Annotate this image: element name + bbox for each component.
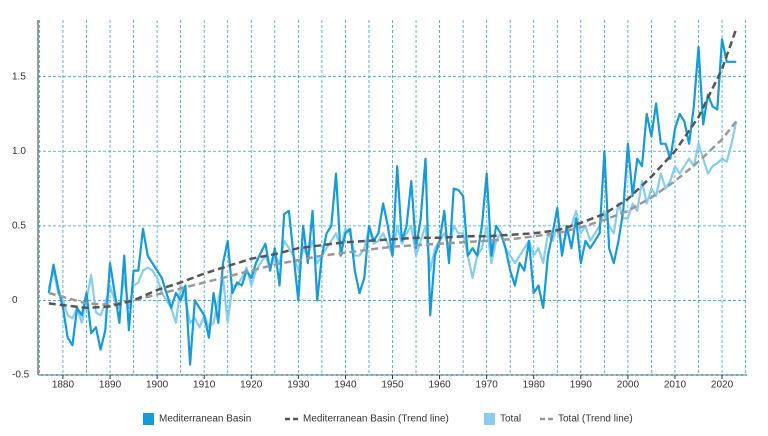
x-tick-label: 1950	[381, 380, 404, 391]
y-tick-label: 0.5	[12, 220, 26, 231]
series-line	[48, 28, 738, 310]
y-tick-label: 0	[12, 295, 18, 306]
x-tick-label: 1930	[287, 380, 310, 391]
x-tick-label: 1910	[193, 380, 216, 391]
x-tick-label: 1960	[428, 380, 451, 391]
x-tick-label: 1970	[476, 380, 499, 391]
x-tick-label: 1980	[523, 380, 546, 391]
legend-label: Mediterranean Basin	[159, 414, 251, 425]
legend-label: Total (Trend line)	[558, 414, 633, 425]
y-tick-label: 1.0	[12, 146, 26, 157]
x-tick-label: 2010	[664, 380, 687, 391]
x-tick-label: 1940	[334, 380, 357, 391]
series-line	[47, 38, 737, 366]
series-line	[48, 120, 738, 307]
legend-symbol	[143, 413, 154, 425]
x-tick-label: 1890	[99, 380, 122, 391]
legend-label: Mediterranean Basin (Trend line)	[303, 414, 449, 425]
x-tick-label: 1990	[570, 380, 593, 391]
x-tick-label: 1920	[240, 380, 263, 391]
x-tick-label: 2000	[617, 380, 640, 391]
y-tick-label: 1.5	[12, 71, 26, 82]
legend-symbol	[484, 413, 495, 425]
x-tick-label: 1900	[146, 380, 169, 391]
x-tick-label: 2020	[711, 380, 734, 391]
y-tick-label: -0.5	[12, 370, 30, 381]
x-tick-label: 1880	[52, 380, 75, 391]
legend-label: Total	[500, 414, 521, 425]
